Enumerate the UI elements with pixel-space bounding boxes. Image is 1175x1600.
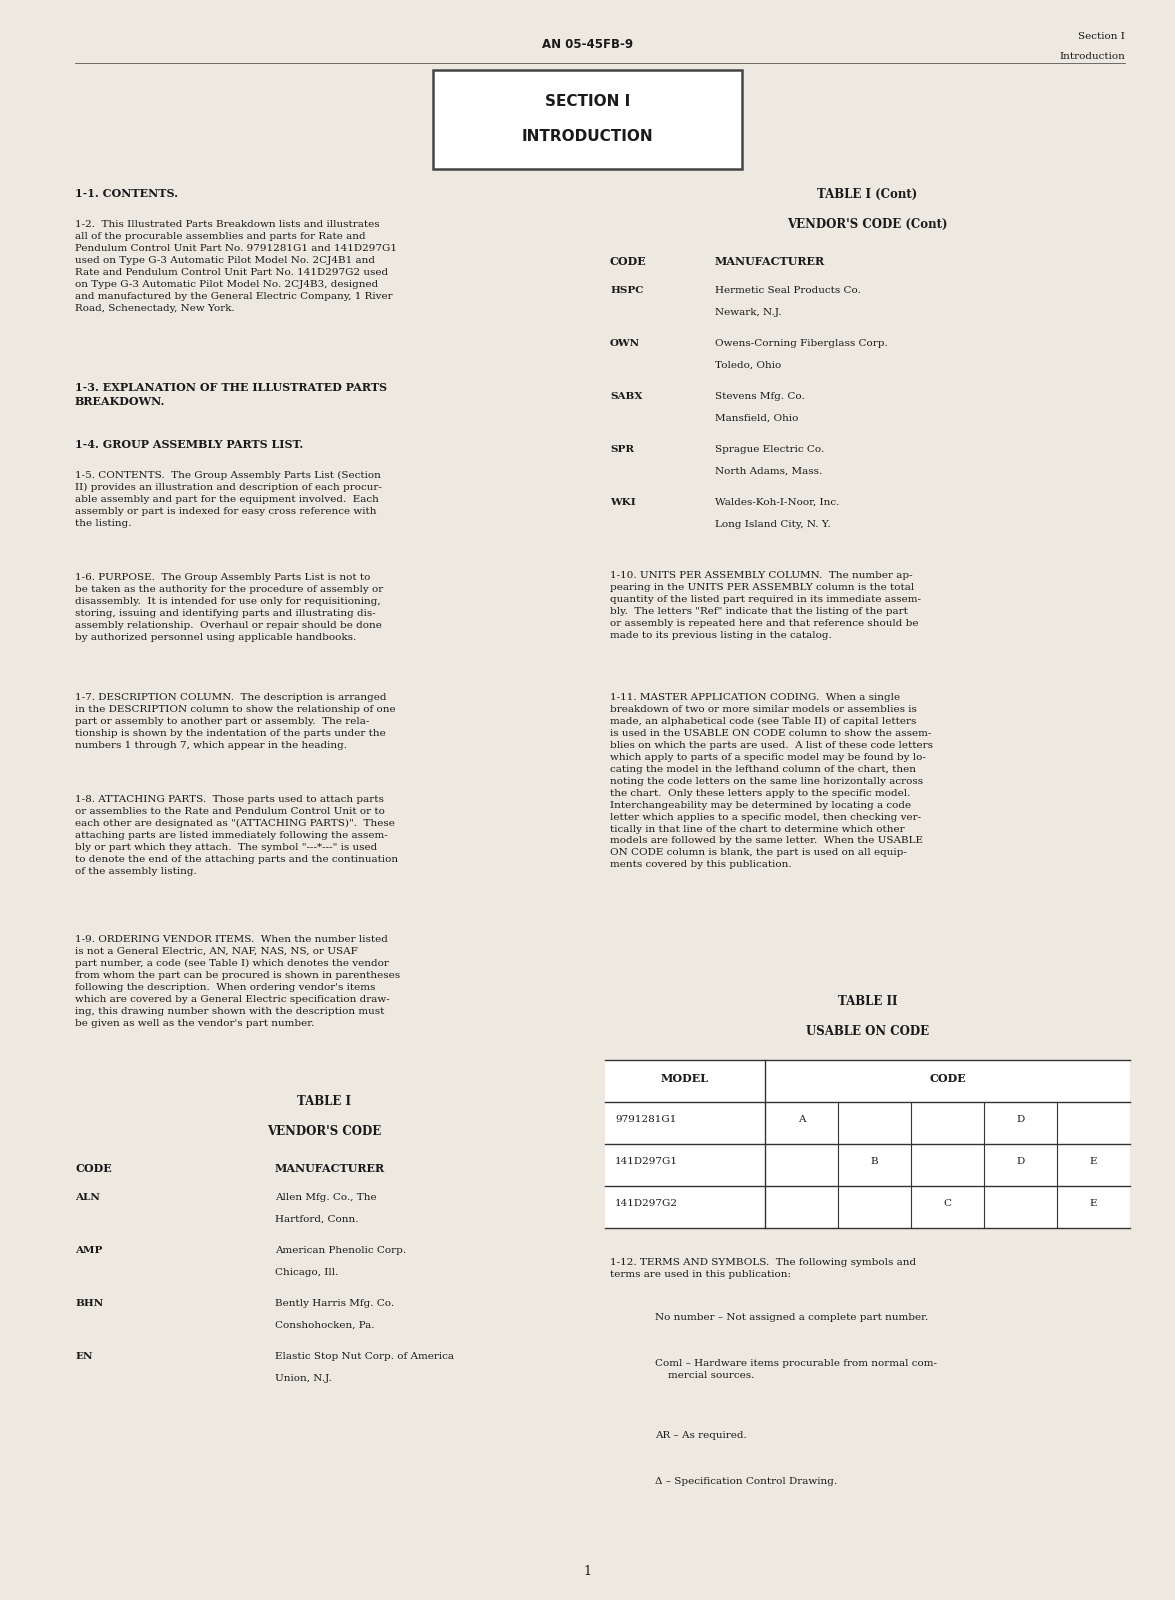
Text: SPR: SPR [610,445,635,454]
Text: Δ – Specification Control Drawing.: Δ – Specification Control Drawing. [654,1477,837,1486]
Text: Sprague Electric Co.: Sprague Electric Co. [716,445,824,454]
Text: 1-12. TERMS AND SYMBOLS.  The following symbols and
terms are used in this publi: 1-12. TERMS AND SYMBOLS. The following s… [610,1258,916,1278]
Text: VENDOR'S CODE: VENDOR'S CODE [267,1125,381,1138]
Text: 1-7. DESCRIPTION COLUMN.  The description is arranged
in the DESCRIPTION column : 1-7. DESCRIPTION COLUMN. The description… [75,693,396,750]
Text: D: D [1016,1115,1025,1125]
Text: 1: 1 [584,1565,591,1578]
Text: 1-3. EXPLANATION OF THE ILLUSTRATED PARTS
BREAKDOWN.: 1-3. EXPLANATION OF THE ILLUSTRATED PART… [75,382,387,406]
Text: BHN: BHN [75,1299,103,1309]
Text: 1-2.  This Illustrated Parts Breakdown lists and illustrates
all of the procurab: 1-2. This Illustrated Parts Breakdown li… [75,219,397,312]
Text: Coml – Hardware items procurable from normal com-
    mercial sources.: Coml – Hardware items procurable from no… [654,1358,936,1379]
Text: No number – Not assigned a complete part number.: No number – Not assigned a complete part… [654,1314,928,1322]
Text: Hermetic Seal Products Co.: Hermetic Seal Products Co. [716,286,861,294]
Text: 1-4. GROUP ASSEMBLY PARTS LIST.: 1-4. GROUP ASSEMBLY PARTS LIST. [75,438,303,450]
Text: 1-6. PURPOSE.  The Group Assembly Parts List is not to
be taken as the authority: 1-6. PURPOSE. The Group Assembly Parts L… [75,573,383,642]
FancyBboxPatch shape [434,70,741,170]
Text: AR – As required.: AR – As required. [654,1430,747,1440]
Text: 1-9. ORDERING VENDOR ITEMS.  When the number listed
is not a General Electric, A: 1-9. ORDERING VENDOR ITEMS. When the num… [75,934,401,1027]
Text: Toledo, Ohio: Toledo, Ohio [716,362,781,370]
Text: AMP: AMP [75,1246,102,1254]
Text: D: D [1016,1157,1025,1166]
Text: AN 05-45FB-9: AN 05-45FB-9 [542,38,633,51]
Text: EN: EN [75,1352,93,1362]
Text: B: B [871,1157,879,1166]
Text: 1-5. CONTENTS.  The Group Assembly Parts List (Section
II) provides an illustrat: 1-5. CONTENTS. The Group Assembly Parts … [75,470,382,528]
Text: OWN: OWN [610,339,640,349]
Text: MANUFACTURER: MANUFACTURER [275,1163,385,1174]
Text: Bently Harris Mfg. Co.: Bently Harris Mfg. Co. [275,1299,394,1309]
Text: CODE: CODE [75,1163,112,1174]
Text: A: A [798,1115,805,1125]
Text: American Phenolic Corp.: American Phenolic Corp. [275,1246,407,1254]
Text: E: E [1089,1198,1097,1208]
Text: Introduction: Introduction [1059,51,1124,61]
Text: Section I: Section I [1079,32,1124,42]
Text: Mansfield, Ohio: Mansfield, Ohio [716,414,798,422]
Text: C: C [944,1198,952,1208]
Text: Waldes-Koh-I-Noor, Inc.: Waldes-Koh-I-Noor, Inc. [716,498,839,507]
Text: HSPC: HSPC [610,286,644,294]
Text: Conshohocken, Pa.: Conshohocken, Pa. [275,1322,375,1330]
Text: TABLE I (Cont): TABLE I (Cont) [818,187,918,202]
Text: ALN: ALN [75,1194,100,1202]
Text: VENDOR'S CODE (Cont): VENDOR'S CODE (Cont) [787,218,948,230]
Text: INTRODUCTION: INTRODUCTION [522,130,653,144]
Text: TABLE II: TABLE II [838,995,898,1008]
Text: Stevens Mfg. Co.: Stevens Mfg. Co. [716,392,805,402]
Text: Long Island City, N. Y.: Long Island City, N. Y. [716,520,831,530]
Bar [605,1061,1130,1229]
Text: Union, N.J.: Union, N.J. [275,1374,331,1382]
Text: 1-8. ATTACHING PARTS.  Those parts used to attach parts
or assemblies to the Rat: 1-8. ATTACHING PARTS. Those parts used t… [75,795,398,875]
Text: Chicago, Ill.: Chicago, Ill. [275,1269,338,1277]
Text: WKI: WKI [610,498,636,507]
Text: CODE: CODE [610,256,646,267]
Text: 9791281G1: 9791281G1 [615,1115,677,1125]
Text: Allen Mfg. Co., The: Allen Mfg. Co., The [275,1194,377,1202]
Text: E: E [1089,1157,1097,1166]
Text: 1-10. UNITS PER ASSEMBLY COLUMN.  The number ap-
pearing in the UNITS PER ASSEMB: 1-10. UNITS PER ASSEMBLY COLUMN. The num… [610,571,921,640]
Text: SABX: SABX [610,392,643,402]
Text: MANUFACTURER: MANUFACTURER [716,256,825,267]
Text: Owens-Corning Fiberglass Corp.: Owens-Corning Fiberglass Corp. [716,339,888,349]
Text: Elastic Stop Nut Corp. of America: Elastic Stop Nut Corp. of America [275,1352,454,1362]
Text: 1-11. MASTER APPLICATION CODING.  When a single
breakdown of two or more similar: 1-11. MASTER APPLICATION CODING. When a … [610,693,933,869]
Text: Newark, N.J.: Newark, N.J. [716,307,781,317]
Text: 1-1. CONTENTS.: 1-1. CONTENTS. [75,187,177,198]
Text: SECTION I: SECTION I [545,94,630,109]
Text: USABLE ON CODE: USABLE ON CODE [806,1026,929,1038]
Text: TABLE I: TABLE I [297,1094,351,1107]
Text: North Adams, Mass.: North Adams, Mass. [716,467,822,477]
Text: MODEL: MODEL [662,1074,709,1085]
Text: Hartford, Conn.: Hartford, Conn. [275,1214,358,1224]
Text: 141D297G1: 141D297G1 [615,1157,678,1166]
Text: CODE: CODE [929,1074,966,1085]
Text: 141D297G2: 141D297G2 [615,1198,678,1208]
